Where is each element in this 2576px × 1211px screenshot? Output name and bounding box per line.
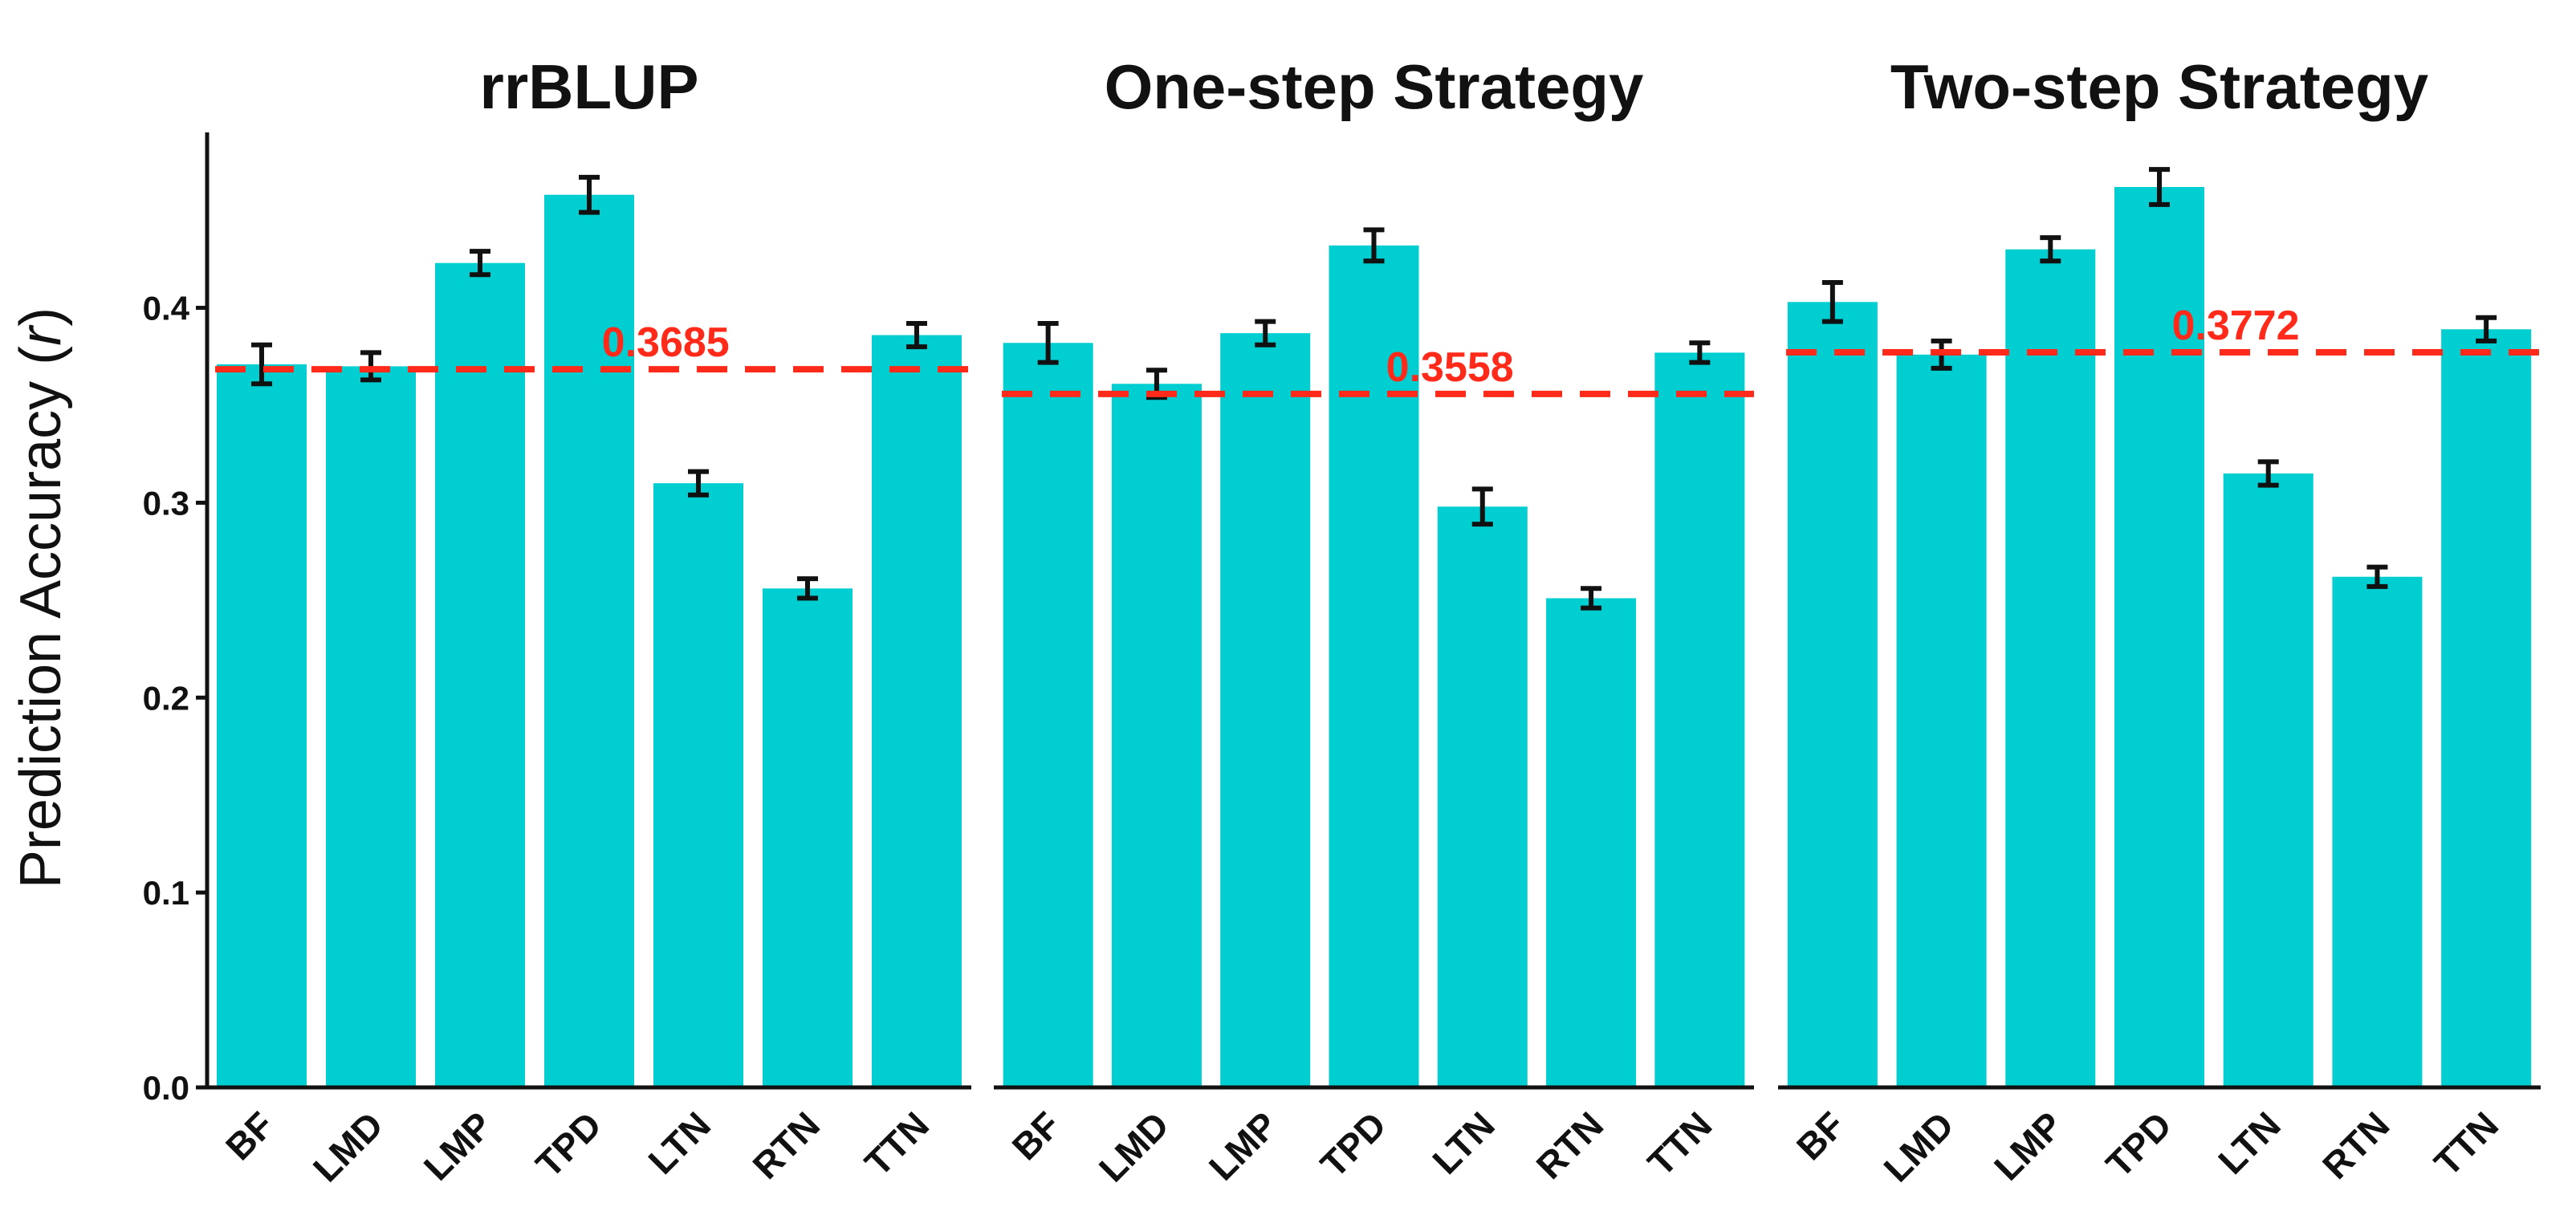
- x-tick-label: LTN: [1424, 1103, 1503, 1182]
- error-bar: [579, 174, 600, 215]
- bar: [2223, 473, 2314, 1087]
- error-bar: [470, 249, 490, 278]
- bar: [1003, 343, 1093, 1087]
- error-bar: [2476, 315, 2497, 343]
- x-tick-label: TTN: [1639, 1103, 1719, 1184]
- bar: [1329, 245, 1419, 1087]
- error-bar: [1037, 321, 1059, 365]
- x-tick-label: LMD: [1875, 1103, 1961, 1189]
- bar: [1546, 598, 1637, 1087]
- y-axis-title-variable: r: [9, 324, 73, 346]
- panel-1: rrBLUP BF LMD LMP TPD LTN RTN TTN 0.3685: [207, 51, 971, 1190]
- x-tick-label: TPD: [2098, 1103, 2179, 1185]
- bar: [544, 194, 634, 1088]
- y-tick-label: 0.3: [143, 484, 189, 522]
- bar: [1111, 384, 1202, 1087]
- error-bar: [1581, 586, 1602, 611]
- x-tick-label: RTN: [2314, 1103, 2398, 1187]
- chart-panels: rrBLUP BF LMD LMP TPD LTN RTN TTN 0.3685 One-step…: [207, 51, 2541, 1190]
- error-bar: [1821, 280, 1843, 324]
- x-tick-label: LMP: [416, 1103, 500, 1188]
- error-bar: [1255, 319, 1276, 347]
- y-tick-label: 0.4: [143, 290, 190, 327]
- bar: [2114, 187, 2204, 1087]
- y-axis-title-main: Prediction Accuracy (: [9, 346, 73, 888]
- error-bar: [906, 321, 927, 350]
- panel-3: Two-step Strategy BF LMD LMP TPD LTN RTN TTN 0.3…: [1778, 51, 2541, 1190]
- panel-title: One-step Strategy: [1105, 51, 1644, 122]
- x-tick-label: LMD: [1091, 1103, 1177, 1189]
- bar: [1654, 352, 1745, 1087]
- x-tick-label: TTN: [2426, 1103, 2506, 1184]
- x-tick-label: RTN: [744, 1103, 828, 1187]
- panel-2: One-step Strategy BF LMD LMP TPD LTN RTN TTN 0.3…: [994, 51, 1754, 1190]
- reference-label: 0.3772: [2171, 303, 2299, 349]
- reference-label: 0.3558: [1386, 344, 1514, 391]
- y-axis-title-end: ): [9, 307, 73, 327]
- error-bar: [1363, 227, 1385, 264]
- x-tick-label: LMP: [1201, 1103, 1285, 1188]
- y-axis: 0.0 0.1 0.2 0.3 0.4: [143, 132, 210, 1107]
- x-tick-label: LMP: [1986, 1103, 2070, 1188]
- bar: [653, 483, 743, 1087]
- bar: [2441, 329, 2532, 1087]
- panel-title: rrBLUP: [479, 51, 698, 122]
- bar: [435, 262, 525, 1087]
- bar: [2005, 249, 2096, 1087]
- bar: [1437, 506, 1528, 1087]
- x-tick-label: BF: [1004, 1103, 1068, 1168]
- x-tick-label: TPD: [527, 1103, 609, 1185]
- error-bar: [688, 469, 709, 498]
- error-bar: [797, 576, 818, 601]
- x-tick-label: BF: [218, 1103, 282, 1168]
- bar: [872, 335, 962, 1088]
- error-bar: [1471, 486, 1493, 527]
- bar: [2332, 576, 2423, 1087]
- x-tick-label: TTN: [857, 1103, 937, 1184]
- error-bar: [2366, 564, 2388, 589]
- reference-label: 0.3685: [602, 319, 730, 366]
- panel-title: Two-step Strategy: [1890, 51, 2428, 122]
- y-axis-title: Prediction Accuracy (r): [9, 307, 73, 888]
- x-tick-label: RTN: [1528, 1103, 1612, 1187]
- error-bar: [2257, 459, 2279, 488]
- bar: [1787, 302, 1878, 1087]
- bar: [1896, 354, 1987, 1087]
- error-bar: [2149, 167, 2170, 207]
- bar: [763, 588, 853, 1087]
- x-tick-label: LTN: [2210, 1103, 2289, 1182]
- y-tick-label: 0.1: [143, 874, 189, 912]
- x-tick-label: LMD: [305, 1103, 391, 1189]
- x-tick-label: TPD: [1312, 1103, 1394, 1185]
- error-bar: [2040, 235, 2061, 264]
- bar: [217, 364, 307, 1087]
- bar: [326, 366, 416, 1087]
- x-tick-label: LTN: [640, 1103, 718, 1182]
- bar: [1220, 333, 1311, 1088]
- error-bar: [1689, 340, 1711, 365]
- y-tick-label: 0.0: [143, 1069, 189, 1107]
- y-tick-label: 0.2: [143, 679, 189, 717]
- error-bar: [251, 342, 272, 387]
- x-tick-label: BF: [1789, 1103, 1853, 1168]
